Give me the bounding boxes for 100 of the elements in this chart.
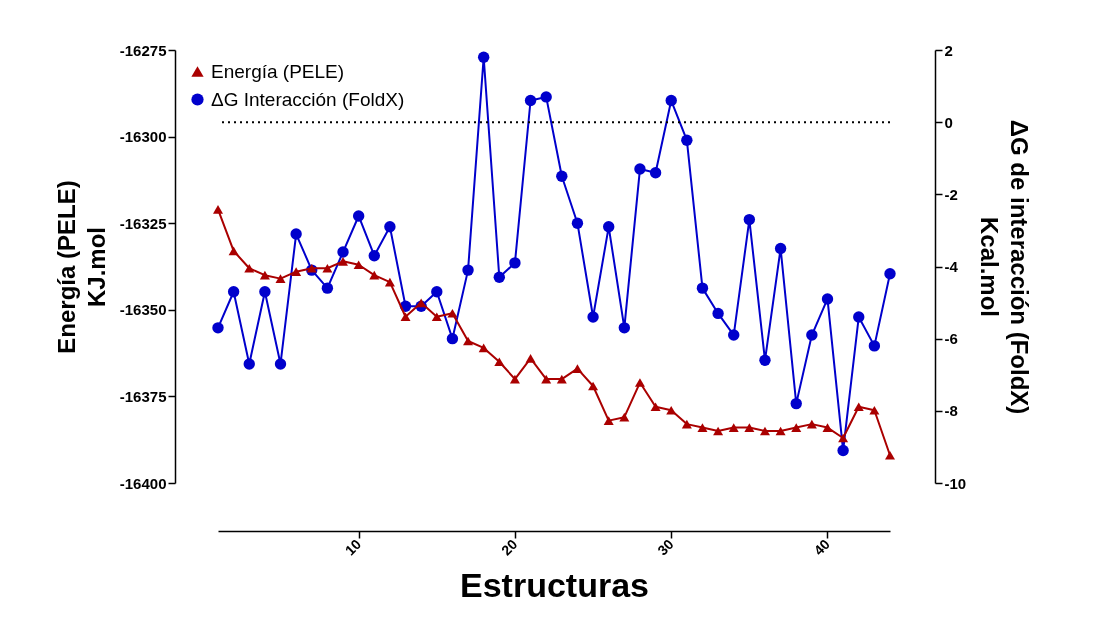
point	[603, 221, 615, 233]
point	[400, 312, 411, 322]
point	[243, 358, 255, 370]
point	[353, 260, 364, 270]
point	[634, 163, 646, 175]
point	[462, 264, 474, 276]
point	[291, 267, 302, 277]
point	[571, 217, 584, 229]
point	[352, 210, 365, 222]
point	[853, 402, 864, 412]
legend-label: Energía (PELE)	[211, 60, 345, 82]
point	[634, 378, 645, 387]
y2-tick-label: -10	[944, 474, 967, 492]
y-axis-title: Energía (PELE) KJ.mol	[52, 180, 110, 354]
point	[806, 329, 818, 341]
point	[665, 94, 677, 107]
point	[259, 286, 271, 298]
y-tick-label: -16400	[119, 474, 167, 492]
point	[259, 270, 270, 280]
point	[447, 308, 458, 318]
point	[696, 282, 709, 294]
point	[791, 423, 802, 432]
point	[822, 423, 833, 432]
point	[837, 444, 849, 457]
point	[509, 257, 521, 269]
point	[681, 134, 693, 146]
point	[368, 249, 380, 262]
point	[869, 405, 880, 415]
point	[494, 357, 505, 367]
y-tick-label: -16275	[119, 41, 167, 59]
point	[838, 433, 849, 443]
y2-tick-label: -6	[944, 330, 958, 348]
point	[369, 270, 380, 280]
point	[759, 426, 770, 436]
y-tick-label: -16350	[119, 301, 167, 319]
point	[868, 340, 881, 352]
x-axis-title: Estructuras	[460, 566, 649, 605]
point	[275, 274, 286, 283]
point	[321, 282, 334, 294]
point	[884, 268, 896, 280]
point	[790, 397, 802, 410]
point	[274, 358, 287, 370]
point	[619, 412, 630, 422]
point	[228, 246, 239, 256]
point	[431, 286, 443, 298]
point	[728, 423, 739, 432]
point	[806, 419, 817, 429]
point	[463, 336, 474, 346]
y-tick-label: -16375	[119, 387, 167, 405]
point	[556, 374, 567, 384]
point	[885, 450, 895, 460]
point	[743, 213, 756, 226]
point	[853, 311, 865, 323]
point	[227, 286, 240, 298]
point	[588, 381, 599, 391]
point	[728, 329, 740, 341]
point	[587, 311, 599, 323]
point	[650, 402, 661, 412]
x-tick-label: 20	[498, 535, 521, 559]
point	[666, 405, 677, 415]
y-tick-label: -16325	[119, 214, 167, 232]
legend-label: ΔG Interacción (FoldX)	[211, 88, 405, 110]
point	[524, 94, 537, 107]
point	[338, 256, 349, 266]
point	[775, 426, 786, 436]
point	[213, 205, 223, 214]
point	[509, 374, 520, 384]
x-tick-label: 40	[810, 535, 834, 559]
point	[290, 228, 302, 240]
point	[713, 426, 724, 436]
point	[478, 343, 489, 353]
point	[572, 364, 583, 374]
point	[540, 91, 552, 103]
point	[322, 263, 333, 273]
point	[244, 263, 255, 273]
point	[477, 51, 490, 63]
y2-axis-title: ΔG de interacción (FoldX) Kcal.mol	[976, 119, 1034, 415]
point	[493, 271, 505, 284]
point	[774, 242, 787, 255]
point	[416, 298, 427, 308]
y2-tick-label: -2	[944, 185, 958, 203]
y2-tick-label: -4	[944, 258, 959, 275]
point	[384, 277, 395, 287]
point	[446, 332, 459, 345]
x-tick-label: 30	[654, 535, 677, 559]
y2-tick-label: 2	[944, 41, 953, 59]
point	[556, 170, 568, 182]
point	[649, 166, 662, 179]
y2-tick-label: 0	[944, 113, 953, 131]
point	[541, 374, 552, 384]
point	[681, 419, 692, 429]
y2-tick-label: -8	[944, 402, 958, 420]
x-tick-label: 10	[341, 535, 365, 559]
point	[759, 354, 771, 367]
point	[337, 246, 349, 258]
y-tick-label: -16300	[119, 128, 167, 146]
point	[697, 423, 708, 432]
point	[384, 221, 396, 233]
point	[431, 312, 442, 322]
point	[603, 416, 614, 425]
